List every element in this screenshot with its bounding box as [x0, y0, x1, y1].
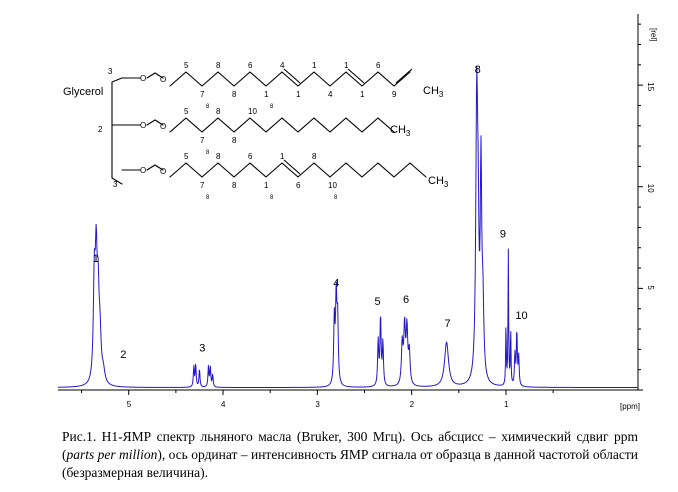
svg-text:7: 7	[200, 90, 205, 99]
svg-text:O: O	[160, 167, 166, 176]
svg-text:6: 6	[248, 61, 253, 70]
svg-text:5: 5	[184, 152, 189, 161]
svg-text:8: 8	[216, 152, 221, 161]
svg-text:4: 4	[280, 61, 285, 70]
glycerol-label: Glycerol	[63, 86, 103, 98]
svg-text:8: 8	[270, 104, 274, 110]
svg-text:8: 8	[232, 90, 237, 99]
y-axis-label: [rel]	[649, 28, 658, 41]
peak-label-2: 2	[120, 349, 126, 361]
svg-text:6: 6	[296, 181, 301, 190]
svg-text:O: O	[140, 74, 146, 83]
svg-text:O: O	[160, 75, 166, 84]
svg-text:6: 6	[376, 61, 381, 70]
svg-text:1: 1	[280, 152, 285, 161]
svg-text:10: 10	[328, 181, 337, 190]
svg-text:8: 8	[216, 107, 221, 116]
glycerol-pos-2: 2	[98, 125, 103, 134]
svg-text:1: 1	[264, 90, 269, 99]
peak-label-6: 6	[403, 294, 409, 306]
svg-text:1: 1	[360, 90, 365, 99]
chain1-methyl: CH3	[423, 85, 444, 99]
svg-text:1: 1	[344, 61, 349, 70]
svg-text:5: 5	[184, 107, 189, 116]
svg-text:7: 7	[200, 181, 205, 190]
svg-text:8: 8	[216, 61, 221, 70]
peak-label-10: 10	[515, 310, 527, 322]
svg-text:1: 1	[264, 181, 269, 190]
peak-label-7: 7	[444, 318, 450, 330]
svg-text:O: O	[140, 166, 146, 175]
peak-label-5: 5	[374, 296, 380, 308]
peak-label-3: 3	[199, 343, 205, 355]
figure-caption: Рис.1. H1-ЯМР спектр льняного масла (Bru…	[62, 429, 638, 480]
svg-text:9: 9	[392, 90, 397, 99]
peak-label-4: 4	[333, 278, 339, 290]
svg-text:O: O	[140, 121, 146, 130]
spectrum-line	[57, 65, 639, 389]
chain3-methyl: CH3	[428, 175, 449, 189]
x-axis-label: [ppm]	[620, 402, 640, 411]
x-tick-label: 5	[127, 400, 132, 409]
svg-text:1: 1	[296, 90, 301, 99]
glycerol-pos-3: 3	[113, 180, 118, 189]
triglyceride-structure: Glycerol 3 2 3 O OO OO O 578886184114116957…	[63, 61, 449, 201]
peak-label-8: 8	[475, 64, 481, 76]
x-tick-label: 4	[221, 400, 226, 409]
x-tick-label: 2	[410, 400, 415, 409]
x-axis-ticks: 5 4 3 2 1	[81, 390, 554, 409]
svg-text:8: 8	[270, 195, 274, 201]
svg-text:10: 10	[248, 107, 257, 116]
x-tick-label: 3	[315, 400, 320, 409]
x-tick-label: 1	[504, 400, 509, 409]
svg-text:4: 4	[328, 90, 333, 99]
y-tick-label: 10	[646, 184, 655, 193]
svg-text:8: 8	[312, 152, 317, 161]
svg-text:8: 8	[232, 136, 237, 145]
y-axis-ticks: 5 10 15	[638, 23, 655, 391]
chain2-methyl: CH3	[390, 124, 411, 138]
svg-text:8: 8	[206, 104, 210, 110]
svg-text:O: O	[160, 122, 166, 131]
svg-text:8: 8	[206, 150, 210, 156]
svg-text:6: 6	[248, 152, 253, 161]
svg-text:7: 7	[200, 136, 205, 145]
peak-label-9: 9	[500, 229, 506, 241]
svg-text:8: 8	[206, 195, 210, 201]
svg-text:1: 1	[312, 61, 317, 70]
y-tick-label: 5	[646, 285, 655, 290]
peak-label-1: 1	[93, 253, 99, 265]
svg-text:8: 8	[232, 181, 237, 190]
y-tick-label: 15	[646, 82, 655, 91]
glycerol-pos-1: 3	[108, 67, 113, 76]
svg-text:5: 5	[184, 61, 189, 70]
svg-text:8: 8	[334, 195, 338, 201]
